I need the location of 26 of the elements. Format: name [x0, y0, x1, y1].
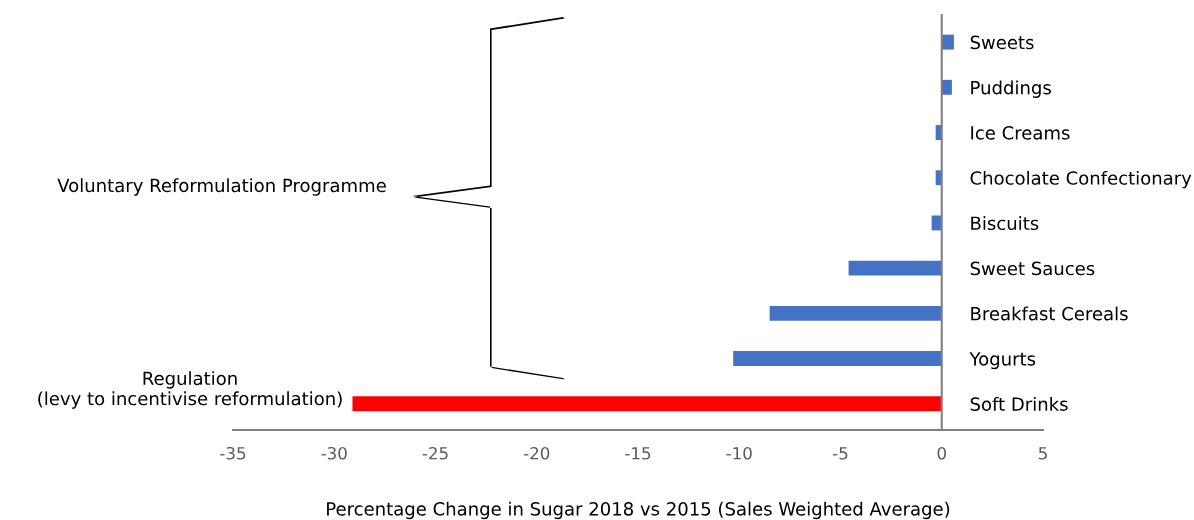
x-tick-label: -20: [523, 446, 550, 460]
bar: [733, 351, 942, 367]
x-tick-label: -5: [833, 447, 848, 460]
bar: [941, 34, 954, 50]
bar: [769, 305, 942, 321]
x-tick-label: 0: [937, 446, 946, 460]
x-tick-label: -30: [321, 446, 347, 460]
x-tick-label: -10: [726, 446, 752, 460]
x-axis-title: Percentage Change in Sugar 2018 vs 2015 (Sales Weighted Average): [327, 501, 950, 520]
y-tick-label: Breakfast Cereals: [971, 306, 1128, 321]
y-tick-label: Puddings: [971, 80, 1051, 98]
y-tick-label: Sweet Sauces: [970, 261, 1095, 276]
x-tick-label: -15: [625, 447, 651, 460]
y-tick-label: Biscuits: [971, 216, 1039, 231]
x-tick-label: -35: [220, 446, 246, 460]
x-tick-label: -25: [422, 446, 448, 460]
bar: [848, 260, 942, 276]
y-tick-label: Ice Creams: [971, 126, 1070, 140]
y-tick-label: Chocolate Confectionary: [970, 170, 1192, 189]
bar: [352, 396, 942, 412]
y-tick-label: Sweets: [970, 35, 1034, 50]
annotation: Voluntary Reformulation Programme: [57, 178, 386, 196]
y-tick-label: Soft Drinks: [970, 396, 1068, 411]
x-tick-label: 5: [1038, 447, 1047, 460]
annotation: Regulation (levy to incentivise reformulation): [38, 371, 342, 409]
y-tick-label: Yogurts: [969, 352, 1036, 370]
